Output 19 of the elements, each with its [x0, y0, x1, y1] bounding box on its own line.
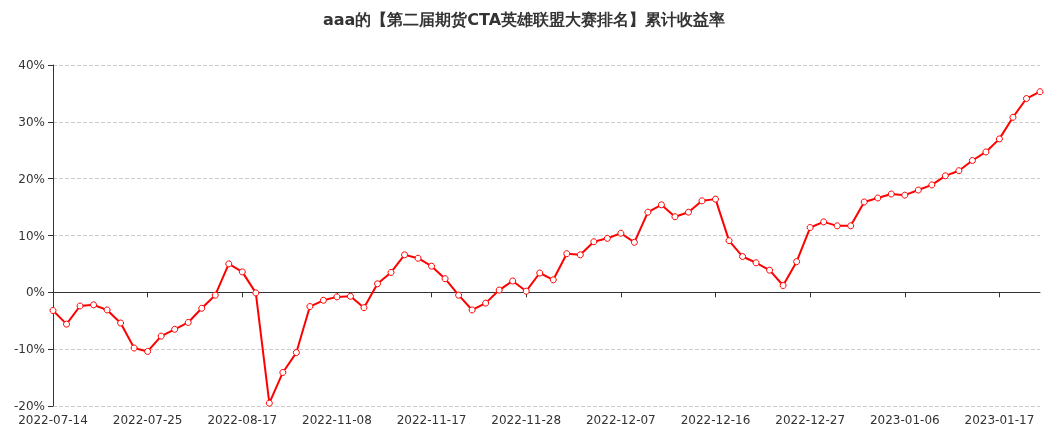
y-tick-label: 30% [18, 114, 45, 129]
y-tick-label: 20% [18, 171, 45, 186]
y-tick-label: -10% [13, 342, 45, 357]
chart-title: aaa的【第二届期货CTA英雄联盟大赛排名】累计收益率 [322, 9, 726, 29]
x-tick-label: 2022-12-16 [680, 413, 751, 427]
x-tick-label: 2022-08-17 [207, 413, 278, 427]
x-tick-label: 2022-12-07 [585, 413, 656, 427]
x-tick-label: 2022-07-14 [18, 413, 88, 427]
x-tick-label: 2022-11-08 [302, 413, 372, 427]
y-tick-label: 40% [18, 58, 45, 72]
x-tick-label: 2023-01-06 [869, 413, 940, 427]
x-tick-label: 2023-01-17 [964, 413, 1035, 427]
y-tick-label: -20% [13, 399, 45, 413]
y-tick-label: 0% [25, 285, 45, 300]
y-tick-label: 10% [18, 228, 45, 243]
x-tick-label: 2022-12-27 [775, 413, 846, 427]
x-tick-label: 2022-11-28 [491, 413, 562, 427]
x-tick-label: 2022-07-25 [112, 413, 183, 427]
x-tick-label: 2022-11-17 [396, 413, 467, 427]
